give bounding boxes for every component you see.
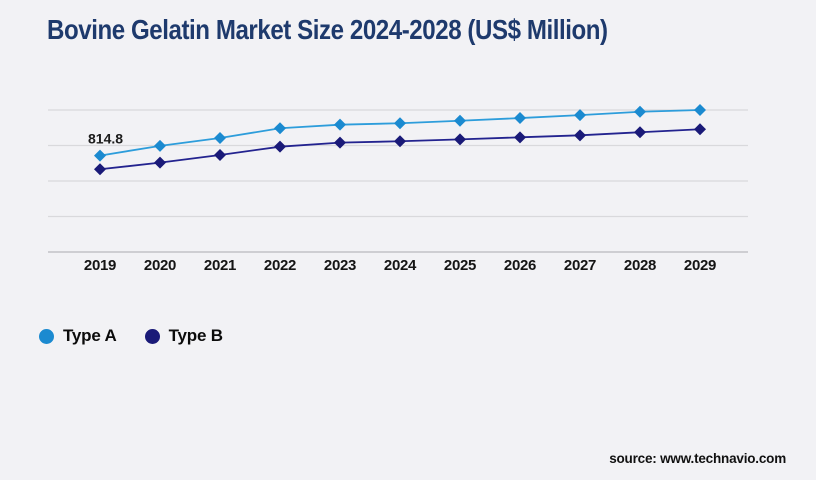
x-tick-label: 2028 xyxy=(624,257,656,274)
source-attribution: source: www.technavio.com xyxy=(609,451,786,466)
data-point-marker xyxy=(334,118,346,131)
series-line-type-a xyxy=(99,109,701,157)
x-tick-label: 2024 xyxy=(384,257,417,274)
data-label: 814.8 xyxy=(88,131,123,147)
data-point-marker xyxy=(694,123,706,136)
x-tick-label: 2019 xyxy=(84,257,116,274)
data-point-marker xyxy=(214,148,226,161)
x-tick-label: 2029 xyxy=(684,257,716,274)
chart-title: Bovine Gelatin Market Size 2024-2028 (US… xyxy=(47,14,608,45)
data-point-marker xyxy=(514,131,526,144)
x-tick-label: 2022 xyxy=(264,257,296,274)
legend-swatch-icon xyxy=(144,328,160,344)
legend-swatch-icon xyxy=(39,328,54,344)
data-point-marker xyxy=(394,135,406,148)
legend-item: Type A xyxy=(39,326,117,346)
data-point-marker xyxy=(634,126,646,139)
chart-legend: Type A Type B xyxy=(39,326,223,346)
legend-label: Type B xyxy=(168,326,223,345)
legend-item: Type B xyxy=(144,326,223,346)
data-point-marker xyxy=(574,109,586,122)
data-point-marker xyxy=(454,114,466,127)
x-tick-label: 2025 xyxy=(444,257,476,274)
data-point-marker xyxy=(634,105,646,118)
x-tick-label: 2027 xyxy=(564,257,596,274)
x-tick-label: 2026 xyxy=(504,257,536,274)
data-point-marker xyxy=(94,149,106,162)
data-point-marker xyxy=(334,136,346,149)
data-point-marker xyxy=(514,112,526,125)
data-point-marker xyxy=(574,129,586,142)
x-tick-label: 2020 xyxy=(144,257,176,274)
legend-label: Type A xyxy=(63,326,117,345)
data-point-marker xyxy=(394,117,406,130)
x-tick-label: 2021 xyxy=(204,257,236,274)
data-point-marker xyxy=(694,104,706,116)
data-point-marker xyxy=(274,122,286,135)
data-point-marker xyxy=(154,139,166,152)
data-point-marker xyxy=(94,163,106,176)
x-tick-label: 2023 xyxy=(324,257,356,274)
data-point-marker xyxy=(454,133,466,146)
data-point-marker xyxy=(214,132,226,145)
data-point-marker xyxy=(154,156,166,169)
data-point-marker xyxy=(274,140,286,153)
